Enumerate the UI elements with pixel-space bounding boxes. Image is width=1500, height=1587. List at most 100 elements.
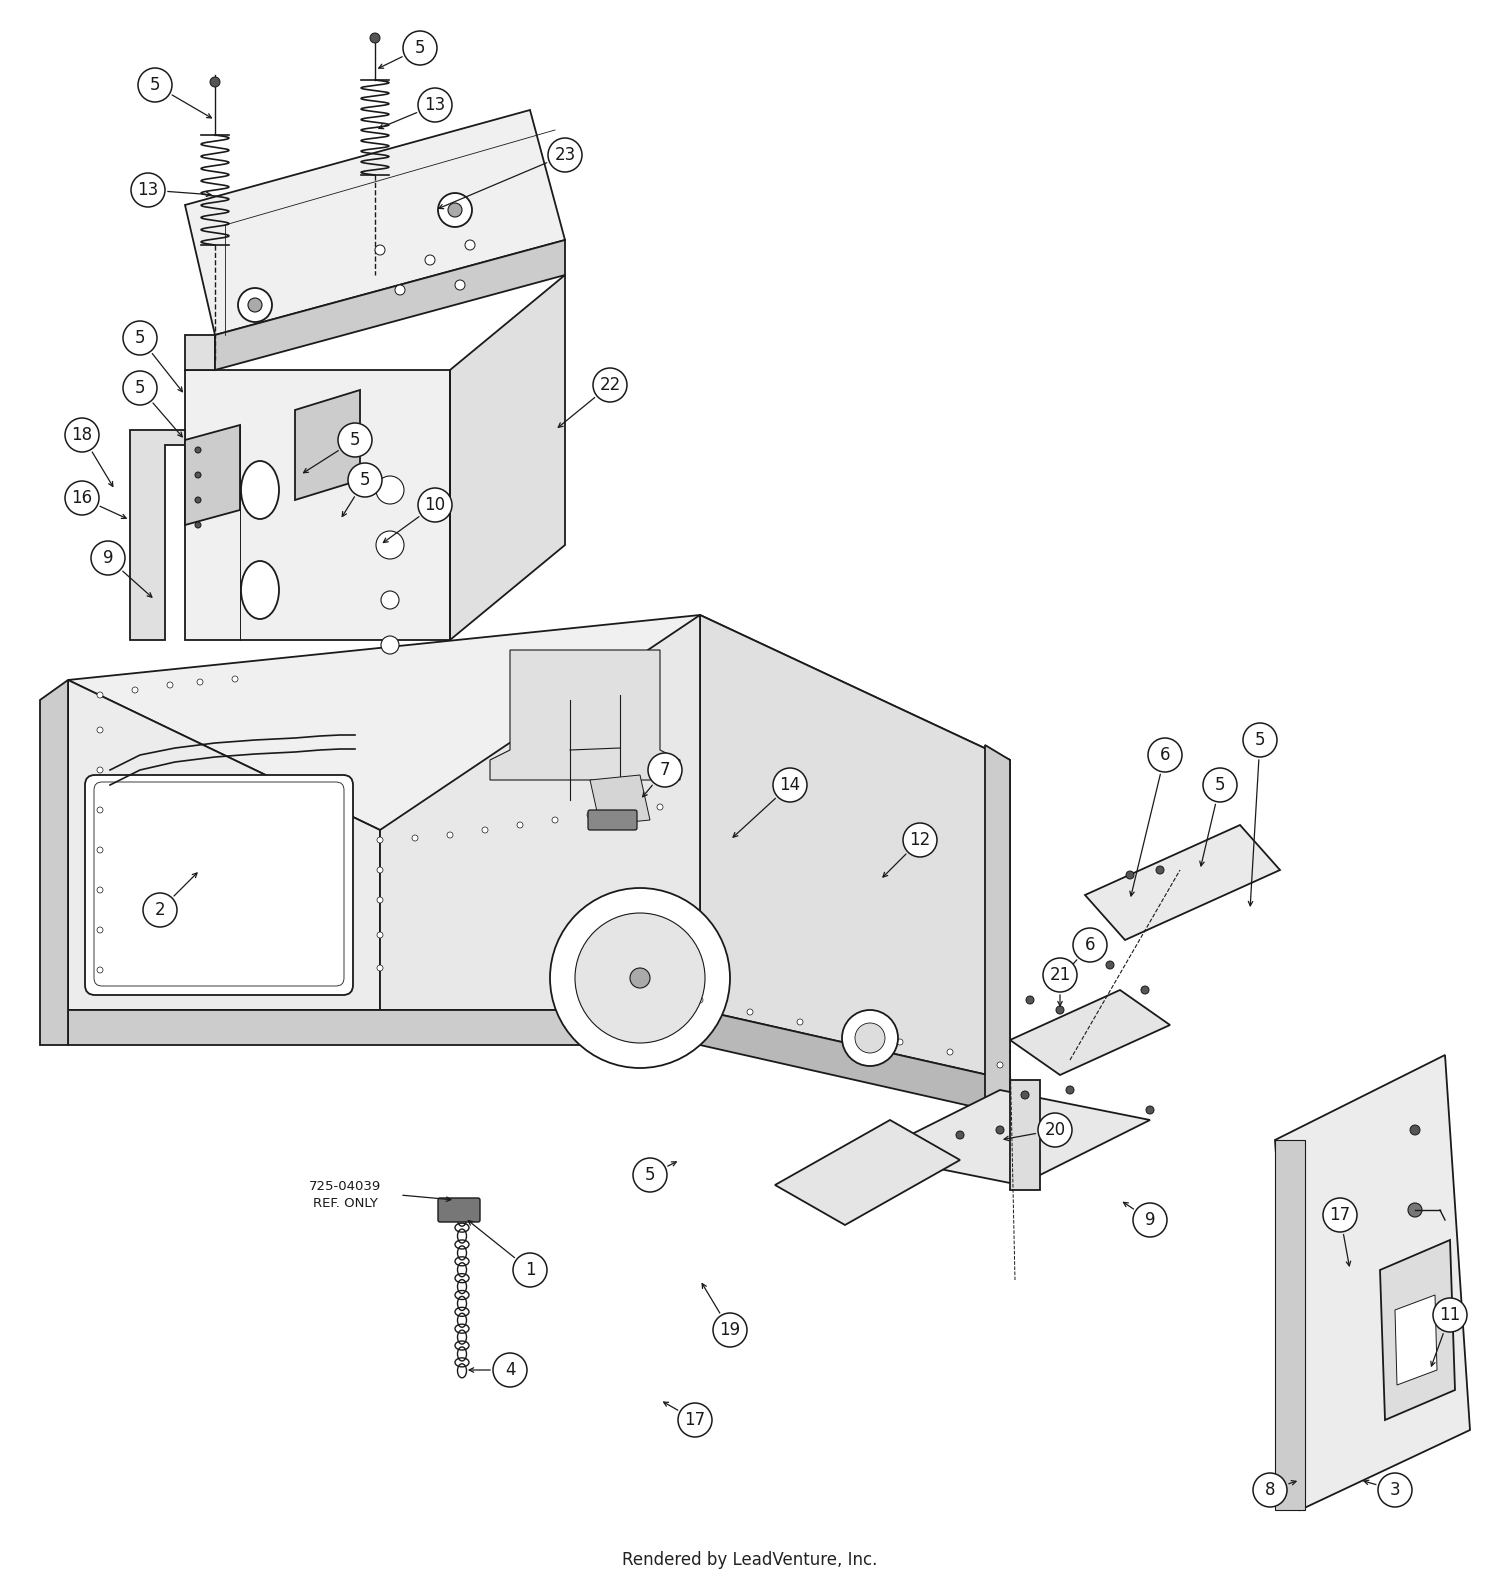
Polygon shape: [1010, 990, 1170, 1074]
Text: 7: 7: [660, 762, 670, 779]
Ellipse shape: [242, 560, 279, 619]
Polygon shape: [184, 425, 240, 525]
Circle shape: [438, 194, 472, 227]
Text: 725-04039
REF. ONLY: 725-04039 REF. ONLY: [309, 1181, 381, 1209]
Ellipse shape: [242, 460, 279, 519]
Circle shape: [138, 68, 172, 102]
Circle shape: [1244, 724, 1276, 757]
Circle shape: [648, 752, 682, 787]
Circle shape: [238, 287, 272, 322]
Polygon shape: [68, 616, 1010, 830]
Circle shape: [678, 1403, 712, 1436]
Circle shape: [424, 256, 435, 265]
Circle shape: [98, 727, 104, 733]
Circle shape: [622, 808, 628, 813]
Circle shape: [747, 1009, 753, 1016]
Circle shape: [98, 847, 104, 852]
Circle shape: [1106, 962, 1114, 970]
Circle shape: [64, 417, 99, 452]
Text: 5: 5: [135, 329, 146, 348]
Polygon shape: [1380, 1239, 1455, 1420]
Circle shape: [413, 835, 419, 841]
Circle shape: [447, 832, 453, 838]
Circle shape: [1148, 738, 1182, 771]
Circle shape: [404, 32, 436, 65]
Circle shape: [98, 927, 104, 933]
Circle shape: [996, 1127, 1004, 1135]
Text: 9: 9: [1144, 1211, 1155, 1228]
Polygon shape: [1395, 1295, 1437, 1385]
Text: 1: 1: [525, 1262, 536, 1279]
Circle shape: [98, 887, 104, 893]
Polygon shape: [296, 390, 360, 500]
Circle shape: [998, 1062, 1004, 1068]
Circle shape: [586, 813, 592, 817]
Text: 13: 13: [424, 95, 445, 114]
Text: 2: 2: [154, 901, 165, 919]
Circle shape: [381, 590, 399, 609]
Polygon shape: [986, 744, 1010, 1116]
Text: 17: 17: [684, 1411, 705, 1428]
Circle shape: [574, 913, 705, 1043]
Circle shape: [394, 286, 405, 295]
Circle shape: [772, 768, 807, 801]
Circle shape: [1022, 1090, 1029, 1100]
Circle shape: [897, 1039, 903, 1044]
Polygon shape: [130, 430, 184, 640]
Circle shape: [956, 1132, 964, 1139]
Circle shape: [98, 966, 104, 973]
Circle shape: [698, 997, 703, 1003]
Circle shape: [465, 240, 476, 251]
Circle shape: [903, 824, 938, 857]
Circle shape: [376, 867, 382, 873]
Text: 9: 9: [102, 549, 114, 567]
Circle shape: [454, 279, 465, 290]
Circle shape: [550, 889, 730, 1068]
Circle shape: [338, 424, 372, 457]
Text: 5: 5: [414, 40, 426, 57]
Circle shape: [419, 87, 452, 122]
Circle shape: [381, 636, 399, 654]
Circle shape: [1378, 1473, 1411, 1508]
Circle shape: [248, 298, 262, 313]
Text: 5: 5: [1254, 732, 1264, 749]
Circle shape: [592, 368, 627, 402]
Polygon shape: [450, 275, 566, 640]
Circle shape: [855, 1024, 885, 1054]
FancyBboxPatch shape: [86, 774, 352, 995]
Circle shape: [1072, 928, 1107, 962]
Circle shape: [64, 481, 99, 516]
Circle shape: [419, 487, 452, 522]
Polygon shape: [68, 1009, 701, 1044]
Circle shape: [132, 687, 138, 694]
Polygon shape: [68, 679, 380, 1009]
Circle shape: [513, 1254, 548, 1287]
Text: 14: 14: [780, 776, 801, 794]
Text: 10: 10: [424, 497, 445, 514]
Circle shape: [376, 897, 382, 903]
Polygon shape: [490, 651, 680, 779]
Circle shape: [1408, 1203, 1422, 1217]
Text: 12: 12: [909, 832, 930, 849]
Circle shape: [123, 371, 158, 405]
Text: 5: 5: [150, 76, 160, 94]
Text: 18: 18: [72, 425, 93, 444]
Circle shape: [348, 463, 382, 497]
Circle shape: [847, 1028, 853, 1035]
Circle shape: [1323, 1198, 1358, 1232]
Text: 23: 23: [555, 146, 576, 163]
Circle shape: [518, 822, 524, 828]
Circle shape: [548, 138, 582, 171]
Circle shape: [195, 448, 201, 452]
Circle shape: [166, 682, 172, 689]
Circle shape: [130, 173, 165, 206]
Text: 5: 5: [645, 1166, 656, 1184]
Circle shape: [1252, 1473, 1287, 1508]
Circle shape: [842, 1009, 898, 1066]
Polygon shape: [700, 616, 1010, 1081]
Polygon shape: [184, 110, 566, 335]
Circle shape: [1066, 1086, 1074, 1093]
Text: 22: 22: [600, 376, 621, 394]
Polygon shape: [1010, 1081, 1040, 1190]
Circle shape: [370, 33, 380, 43]
